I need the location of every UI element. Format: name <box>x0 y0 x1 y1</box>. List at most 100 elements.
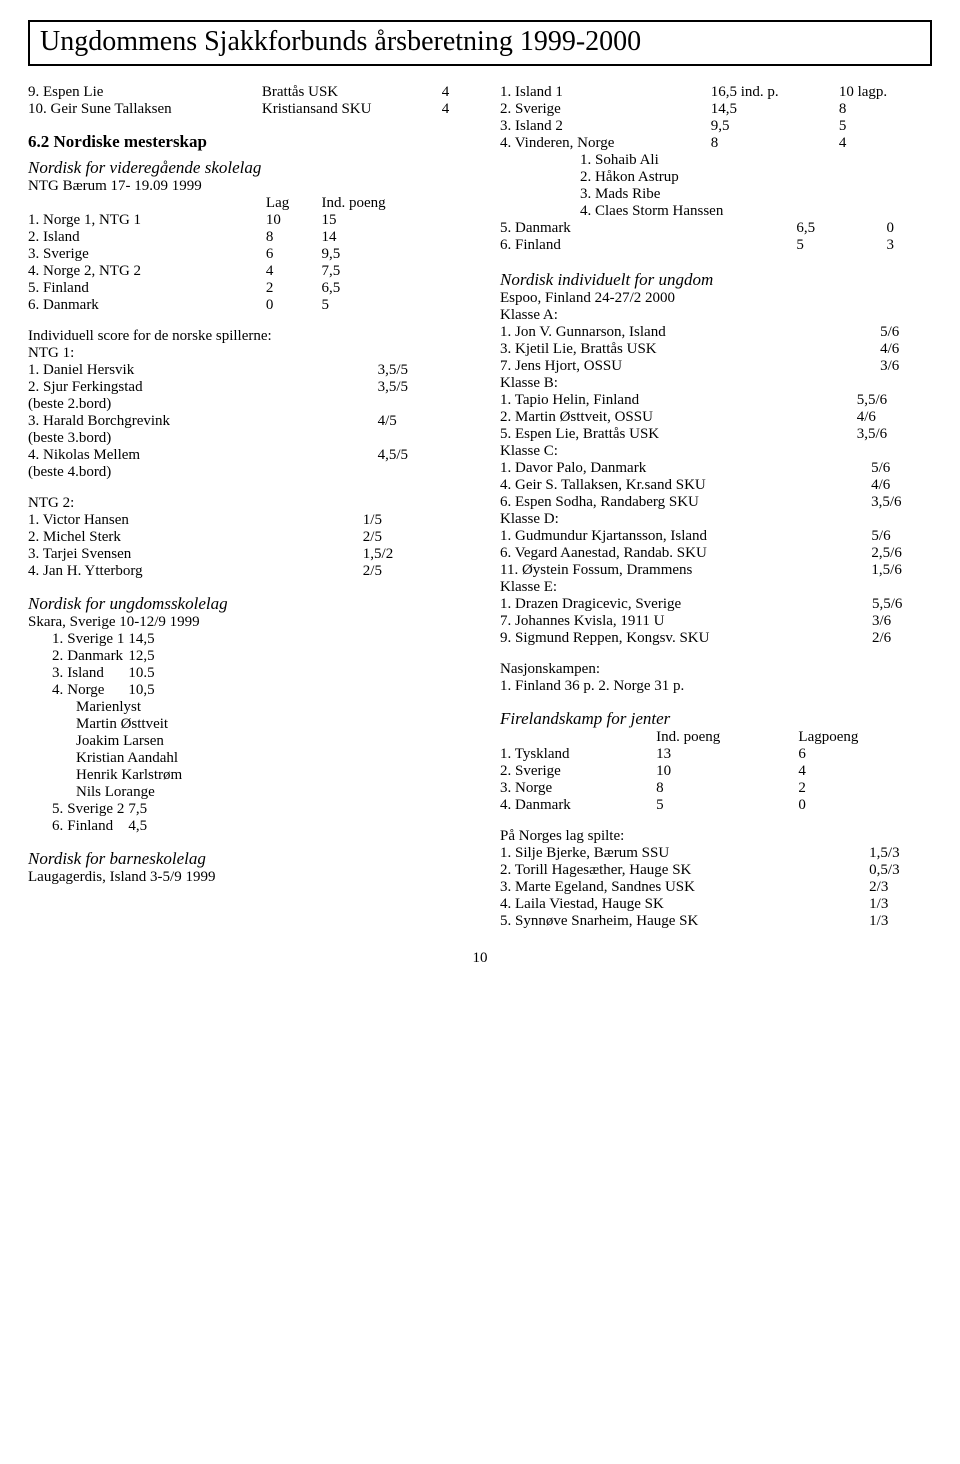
col-ind: Ind. poeng <box>656 729 798 746</box>
cell: 3. Norge <box>500 780 656 797</box>
cell: 3 <box>886 237 932 254</box>
cell: 9,5 <box>321 246 460 263</box>
name: Geir Sune Tallaksen <box>51 101 172 117</box>
cell: 2 <box>266 280 322 297</box>
cell: 15 <box>321 212 460 229</box>
cell: 5. Espen Lie, Brattås USK <box>500 426 857 443</box>
player: 3. Mads Ribe <box>580 186 932 203</box>
cell: 2. Torill Hagesæther, Hauge SK <box>500 862 869 879</box>
cell: 14,5 <box>128 631 158 648</box>
class-label: Klasse C: <box>500 443 932 460</box>
cell: 13 <box>656 746 798 763</box>
cell: 4/6 <box>880 341 932 358</box>
cell: 8 <box>266 229 322 246</box>
class-table: 1. Drazen Dragicevic, Sverige5,5/67. Joh… <box>500 596 932 647</box>
table-row: 6.Finland4,5 <box>52 818 151 835</box>
club: Brattås USK <box>262 84 442 101</box>
section-heading: 6.2 Nordiske mesterskap <box>28 132 460 152</box>
col-lag: Lag <box>266 195 322 212</box>
cell: 1. Gudmundur Kjartansson, Island <box>500 528 871 545</box>
table-row: 4. Norge 2, NTG 247,5 <box>28 263 460 280</box>
table-row: 2. Sverige104 <box>500 763 932 780</box>
cell: 1. Drazen Dragicevic, Sverige <box>500 596 872 613</box>
table-row: 7. Jens Hjort, OSSU3/6 <box>500 358 932 375</box>
cell: 2/6 <box>872 630 932 647</box>
cell: 5/6 <box>871 460 932 477</box>
cell: 10 <box>266 212 322 229</box>
cell: 3/6 <box>880 358 932 375</box>
cell: 11. Øystein Fossum, Drammens <box>500 562 871 579</box>
cell: Sverige 2 <box>67 801 128 818</box>
cell: 5. Synnøve Snarheim, Hauge SK <box>500 913 869 930</box>
cell: 3,5/6 <box>857 426 932 443</box>
cell: Finland <box>67 818 128 835</box>
table-row: 9. Sigmund Reppen, Kongsv. SKU2/6 <box>500 630 932 647</box>
cell: 7. Jens Hjort, OSSU <box>500 358 880 375</box>
table-row: 2.Danmark12,5 <box>52 648 159 665</box>
cell: Norge <box>67 682 128 699</box>
class-table: 1. Gudmundur Kjartansson, Island5/66. Ve… <box>500 528 932 579</box>
table-row: 1. Davor Palo, Danmark5/6 <box>500 460 932 477</box>
cell: 7. Johannes Kvisla, 1911 U <box>500 613 872 630</box>
class-table: 1. Tapio Helin, Finland5,5/62. Martin Øs… <box>500 392 932 443</box>
cell: 3. Tarjei Svensen <box>28 546 363 563</box>
cell: 5. Danmark <box>500 220 796 237</box>
cell: 2. Sverige <box>500 763 656 780</box>
table-row: 4. Laila Viestad, Hauge SK1/3 <box>500 896 932 913</box>
cell: 5 <box>321 297 460 314</box>
cell: 5,5/6 <box>857 392 932 409</box>
class-label: Klasse D: <box>500 511 932 528</box>
col-ind: Ind. poeng <box>321 195 460 212</box>
page-number: 10 <box>28 950 932 967</box>
cell: 2. <box>52 648 67 665</box>
cell: 0,5/3 <box>869 862 932 879</box>
cell: 3,5/5 <box>378 379 460 396</box>
name: Espen Lie <box>43 84 103 100</box>
content-columns: 9. Espen Lie Brattås USK 4 10. Geir Sune… <box>28 84 932 930</box>
cell: 5 <box>796 237 886 254</box>
table-row: 3. Tarjei Svensen1,5/2 <box>28 546 460 563</box>
table-row: 9. Espen Lie Brattås USK 4 <box>28 84 460 101</box>
table-row: 5.Sverige 27,5 <box>52 801 151 818</box>
cell: 5/6 <box>871 528 932 545</box>
cell: 4,5/5 <box>378 447 460 464</box>
cell: 1/5 <box>363 512 460 529</box>
nasjonskampen-text: 1. Finland 36 p. 2. Norge 31 p. <box>500 678 932 695</box>
cell: 12,5 <box>128 648 158 665</box>
cell: 8 <box>839 101 932 118</box>
cell: 4,5 <box>128 818 151 835</box>
table-row: 3. Island 29,55 <box>500 118 932 135</box>
table-row: 2. Martin Østtveit, OSSU4/6 <box>500 409 932 426</box>
table-row: 1. Jon V. Gunnarson, Island5/6 <box>500 324 932 341</box>
vinderen-players: 1. Sohaib Ali 2. Håkon Astrup 3. Mads Ri… <box>580 152 932 220</box>
title-box: Ungdommens Sjakkforbunds årsberetning 19… <box>28 20 932 66</box>
place: 10. <box>28 101 47 117</box>
player: Joakim Larsen <box>76 733 460 750</box>
cell: 1. Jon V. Gunnarson, Island <box>500 324 880 341</box>
cell: 1. Norge 1, NTG 1 <box>28 212 266 229</box>
score: 4 <box>442 84 460 101</box>
cell: 1. Victor Hansen <box>28 512 363 529</box>
table-row: 6. Finland53 <box>500 237 932 254</box>
cell: 1. <box>52 631 67 648</box>
cell: 6. Danmark <box>28 297 266 314</box>
videregaende-subhead: NTG Bærum 17- 19.09 1999 <box>28 178 460 195</box>
table-row: 5. Synnøve Snarheim, Hauge SK1/3 <box>500 913 932 930</box>
cell: 9. Sigmund Reppen, Kongsv. SKU <box>500 630 872 647</box>
cell: 1. Daniel Hersvik <box>28 362 378 379</box>
table-header: Ind. poeng Lagpoeng <box>500 729 932 746</box>
table-row: 2. Sjur Ferkingstad3,5/5 <box>28 379 460 396</box>
cell: 8 <box>711 135 839 152</box>
player: 2. Håkon Astrup <box>580 169 932 186</box>
table-row: 1. Tapio Helin, Finland5,5/6 <box>500 392 932 409</box>
player: Henrik Karlstrøm <box>76 767 460 784</box>
cell: 4. <box>52 682 67 699</box>
firelandskamp-heading: Firelandskamp for jenter <box>500 709 932 729</box>
cell: 4 <box>266 263 322 280</box>
cell: 5/6 <box>880 324 932 341</box>
cell: 1. Silje Bjerke, Bærum SSU <box>500 845 869 862</box>
cell: 5. Finland <box>28 280 266 297</box>
individuelt-heading: Nordisk individuelt for ungdom <box>500 270 932 290</box>
cell: 5 <box>656 797 798 814</box>
cell: 4/6 <box>871 477 932 494</box>
